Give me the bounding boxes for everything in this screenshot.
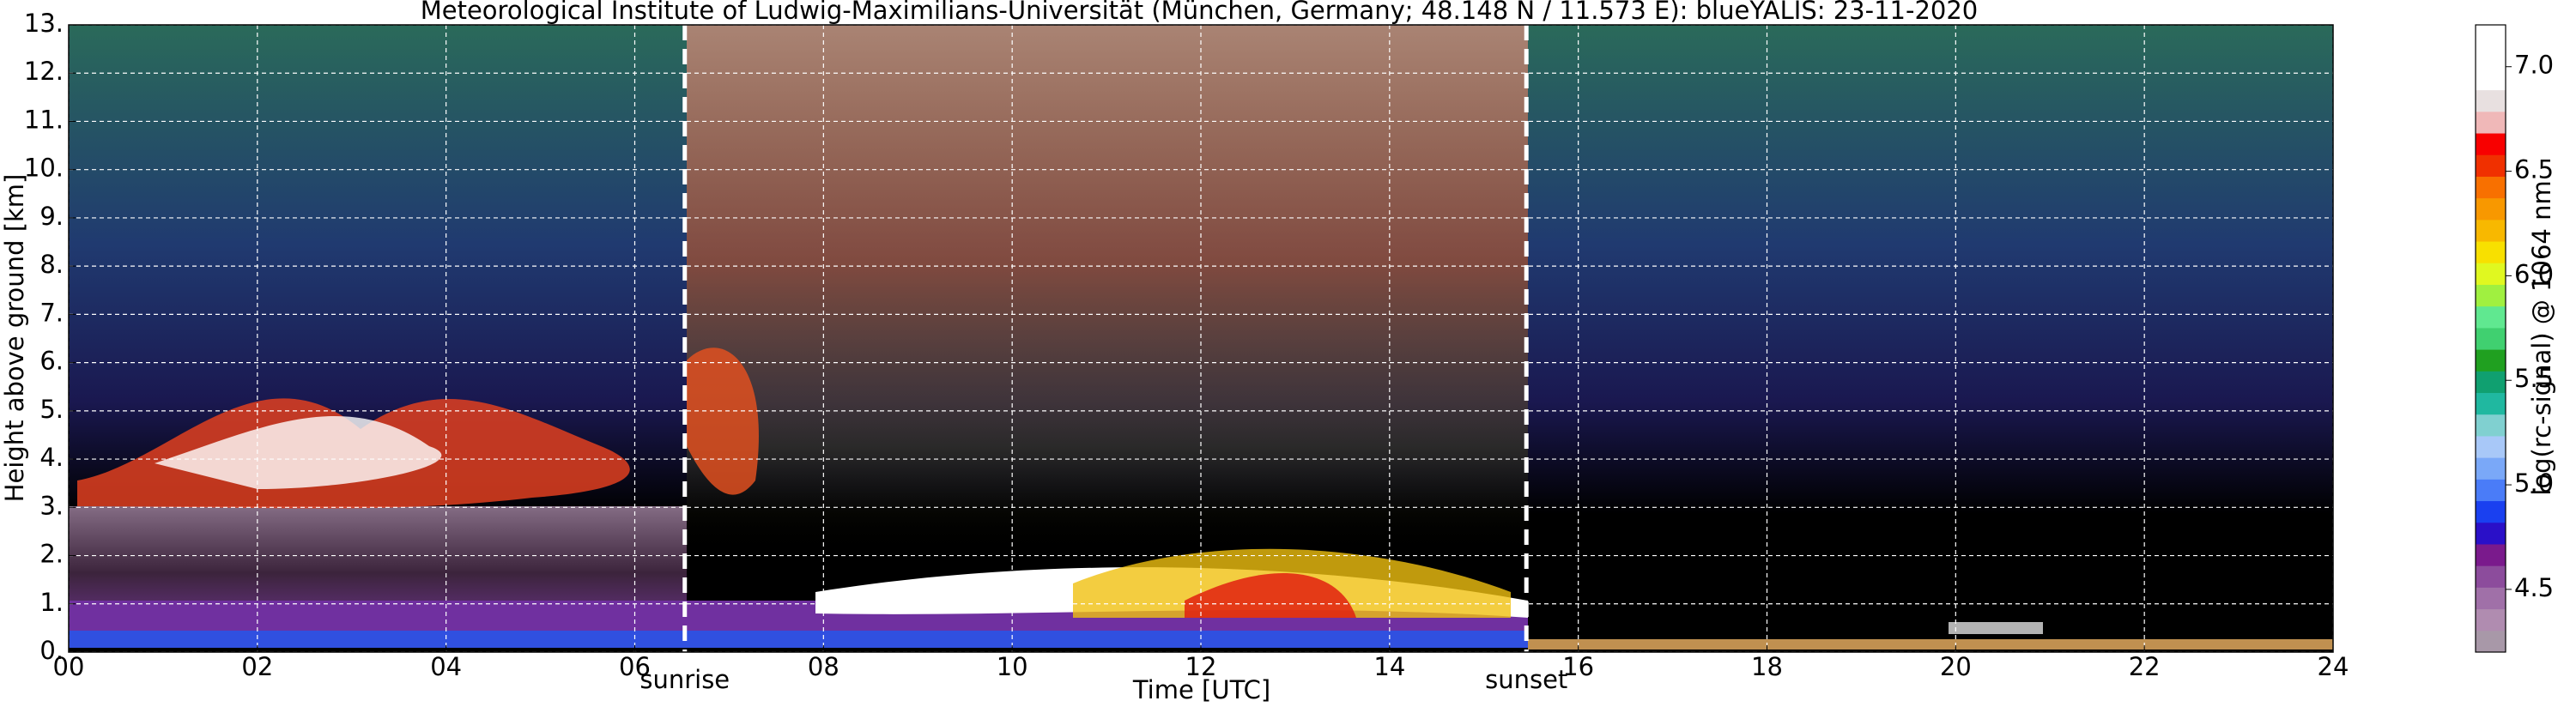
y-tick-label: 2. (39, 540, 64, 569)
y-tick-label: 10. (24, 154, 64, 183)
colorbar-segment (2476, 457, 2506, 480)
colorbar-segment (2476, 565, 2506, 588)
colorbar-segment (2476, 435, 2506, 458)
colorbar-segment (2476, 89, 2506, 112)
colorbar-tick-label: 6.0 (2514, 259, 2554, 288)
event-label: sunrise (639, 665, 730, 694)
colorbar-segment (2476, 284, 2506, 307)
colorbar-segment (2476, 587, 2506, 610)
colorbar-segment (2476, 154, 2506, 177)
colorbar-tick-label: 5.5 (2514, 364, 2554, 393)
y-tick-label: 11. (24, 105, 64, 134)
x-tick-label: 00 (53, 652, 85, 681)
y-tick-label: 1. (39, 588, 64, 617)
x-tick-label: 06 (619, 652, 651, 681)
x-tick-label: 08 (808, 652, 839, 681)
colorbar-segment (2476, 327, 2506, 350)
x-tick-label: 16 (1562, 652, 1594, 681)
y-tick-label: 8. (39, 250, 64, 279)
colorbar-segment (2476, 522, 2506, 545)
colorbar-tick-label: 4.5 (2514, 573, 2554, 602)
colorbar-segment (2476, 111, 2506, 134)
colorbar-segment (2476, 630, 2506, 653)
colorbar-segment (2476, 25, 2506, 47)
x-tick-label: 14 (1373, 652, 1405, 681)
x-tick-label: 24 (2318, 652, 2349, 681)
y-axis-label: Height above ground [km] (0, 174, 29, 503)
colorbar-segment (2476, 608, 2506, 631)
y-tick-label: 5. (39, 395, 64, 424)
x-tick-label: 12 (1185, 652, 1217, 681)
y-tick-label: 7. (39, 298, 64, 327)
y-tick-label: 6. (39, 347, 64, 376)
colorbar-segment (2476, 197, 2506, 221)
x-tick-label: 22 (2129, 652, 2161, 681)
colorbar-segment (2476, 68, 2506, 91)
colorbar-segment (2476, 219, 2506, 242)
chart-title: Meteorological Institute of Ludwig-Maxim… (421, 0, 1979, 25)
colorbar-segment (2476, 349, 2506, 372)
colorbar-segment (2476, 133, 2506, 155)
colorbar-segment (2476, 46, 2506, 69)
colorbar-tick-label: 5.0 (2514, 468, 2554, 498)
event-label: sunset (1485, 665, 1567, 694)
x-tick-label: 20 (1940, 652, 1972, 681)
colorbar-segment (2476, 305, 2506, 329)
colorbar-tick-label: 6.5 (2514, 155, 2554, 184)
colorbar-segment (2476, 371, 2506, 394)
x-tick-label: 18 (1751, 652, 1783, 681)
colorbar-segment (2476, 263, 2506, 285)
x-tick-label: 04 (430, 652, 462, 681)
y-tick-label: 9. (39, 202, 64, 231)
colorbar-segment (2476, 176, 2506, 199)
colorbar-segment (2476, 500, 2506, 523)
colorbar-segment (2476, 414, 2506, 437)
x-axis-label: Time [UTC] (1132, 675, 1270, 704)
y-tick-label: 13. (24, 9, 64, 38)
colorbar-segment (2476, 543, 2506, 566)
colorbar-segment (2476, 479, 2506, 502)
colorbar-segment (2476, 392, 2506, 415)
x-tick-label: 02 (241, 652, 273, 681)
colorbar-label: log(rc-signal) @ 1064 nm (2527, 180, 2556, 495)
y-tick-label: 12. (24, 57, 64, 86)
y-tick-label: 3. (39, 491, 64, 520)
colorbar-tick-label: 7.0 (2514, 51, 2554, 80)
x-tick-label: 10 (997, 652, 1028, 681)
plot-frame (68, 24, 2334, 653)
colorbar-frame (2475, 24, 2506, 653)
y-tick-label: 0. (39, 636, 64, 665)
y-tick-label: 4. (39, 443, 64, 472)
colorbar-segment (2476, 241, 2506, 263)
